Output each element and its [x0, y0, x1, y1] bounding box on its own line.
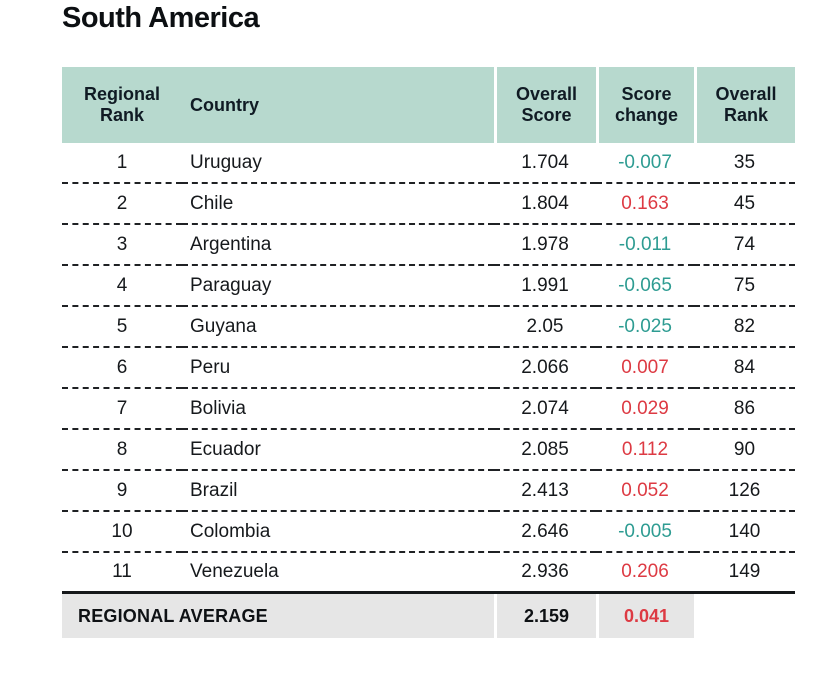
overall-rank-cell: 140	[694, 512, 795, 553]
regional-rank-cell: 10	[62, 512, 182, 553]
score-change-cell: -0.025	[596, 307, 694, 348]
header-regional-rank: Regional Rank	[62, 67, 182, 143]
score-change-cell: 0.206	[596, 553, 694, 594]
overall-score-cell: 2.646	[494, 512, 596, 553]
country-cell: Bolivia	[182, 389, 494, 430]
country-cell: Colombia	[182, 512, 494, 553]
regional-rank-cell: 6	[62, 348, 182, 389]
regional-average-row: REGIONAL AVERAGE 2.159 0.041	[62, 594, 795, 638]
overall-score-cell: 2.05	[494, 307, 596, 348]
regional-rank-cell: 7	[62, 389, 182, 430]
table-row: 5 Guyana 2.05 -0.025 82	[62, 307, 795, 348]
score-change-cell: -0.011	[596, 225, 694, 266]
score-change-cell: 0.007	[596, 348, 694, 389]
table-row: 10 Colombia 2.646 -0.005 140	[62, 512, 795, 553]
country-cell: Paraguay	[182, 266, 494, 307]
country-cell: Ecuador	[182, 430, 494, 471]
country-cell: Brazil	[182, 471, 494, 512]
overall-rank-cell: 84	[694, 348, 795, 389]
overall-score-cell: 2.085	[494, 430, 596, 471]
regional-rank-cell: 9	[62, 471, 182, 512]
country-cell: Peru	[182, 348, 494, 389]
regional-average-label: REGIONAL AVERAGE	[62, 594, 494, 638]
overall-score-cell: 2.413	[494, 471, 596, 512]
table-row: 6 Peru 2.066 0.007 84	[62, 348, 795, 389]
footer-empty-cell	[694, 594, 795, 638]
header-row: Regional Rank Country Overall Score Scor…	[62, 67, 795, 143]
overall-score-cell: 1.991	[494, 266, 596, 307]
overall-score-cell: 1.704	[494, 143, 596, 184]
table-row: 1 Uruguay 1.704 -0.007 35	[62, 143, 795, 184]
regional-rank-cell: 2	[62, 184, 182, 225]
table-footer: REGIONAL AVERAGE 2.159 0.041	[62, 594, 795, 638]
country-cell: Argentina	[182, 225, 494, 266]
table-row: 3 Argentina 1.978 -0.011 74	[62, 225, 795, 266]
overall-score-cell: 1.978	[494, 225, 596, 266]
overall-rank-cell: 45	[694, 184, 795, 225]
score-change-cell: 0.029	[596, 389, 694, 430]
table-row: 7 Bolivia 2.074 0.029 86	[62, 389, 795, 430]
score-change-cell: -0.007	[596, 143, 694, 184]
table-header: Regional Rank Country Overall Score Scor…	[62, 67, 795, 143]
score-change-cell: -0.065	[596, 266, 694, 307]
regional-rank-cell: 5	[62, 307, 182, 348]
regional-rank-cell: 11	[62, 553, 182, 594]
country-cell: Guyana	[182, 307, 494, 348]
table-row: 9 Brazil 2.413 0.052 126	[62, 471, 795, 512]
regional-rank-cell: 4	[62, 266, 182, 307]
score-change-cell: 0.163	[596, 184, 694, 225]
header-score-change: Score change	[596, 67, 694, 143]
overall-rank-cell: 82	[694, 307, 795, 348]
overall-score-cell: 2.936	[494, 553, 596, 594]
overall-rank-cell: 75	[694, 266, 795, 307]
table-body: 1 Uruguay 1.704 -0.007 35 2 Chile 1.804 …	[62, 143, 795, 594]
regional-average-change: 0.041	[596, 594, 694, 638]
header-country: Country	[182, 67, 494, 143]
overall-score-cell: 1.804	[494, 184, 596, 225]
overall-rank-cell: 86	[694, 389, 795, 430]
table-row: 11 Venezuela 2.936 0.206 149	[62, 553, 795, 594]
overall-score-cell: 2.074	[494, 389, 596, 430]
table-row: 4 Paraguay 1.991 -0.065 75	[62, 266, 795, 307]
header-overall-rank: Overall Rank	[694, 67, 795, 143]
overall-rank-cell: 149	[694, 553, 795, 594]
overall-score-cell: 2.066	[494, 348, 596, 389]
table-row: 2 Chile 1.804 0.163 45	[62, 184, 795, 225]
regional-rank-cell: 1	[62, 143, 182, 184]
table-row: 8 Ecuador 2.085 0.112 90	[62, 430, 795, 471]
overall-rank-cell: 90	[694, 430, 795, 471]
regional-rank-cell: 8	[62, 430, 182, 471]
score-change-cell: 0.052	[596, 471, 694, 512]
score-change-cell: 0.112	[596, 430, 694, 471]
regional-ranking-table: Regional Rank Country Overall Score Scor…	[62, 67, 795, 638]
overall-rank-cell: 35	[694, 143, 795, 184]
regional-average-score: 2.159	[494, 594, 596, 638]
page-title: South America	[62, 2, 260, 34]
overall-rank-cell: 74	[694, 225, 795, 266]
header-overall-score: Overall Score	[494, 67, 596, 143]
regional-rank-cell: 3	[62, 225, 182, 266]
country-cell: Uruguay	[182, 143, 494, 184]
country-cell: Venezuela	[182, 553, 494, 594]
country-cell: Chile	[182, 184, 494, 225]
overall-rank-cell: 126	[694, 471, 795, 512]
score-change-cell: -0.005	[596, 512, 694, 553]
page: South America Regional Rank Country Over…	[62, 2, 795, 638]
